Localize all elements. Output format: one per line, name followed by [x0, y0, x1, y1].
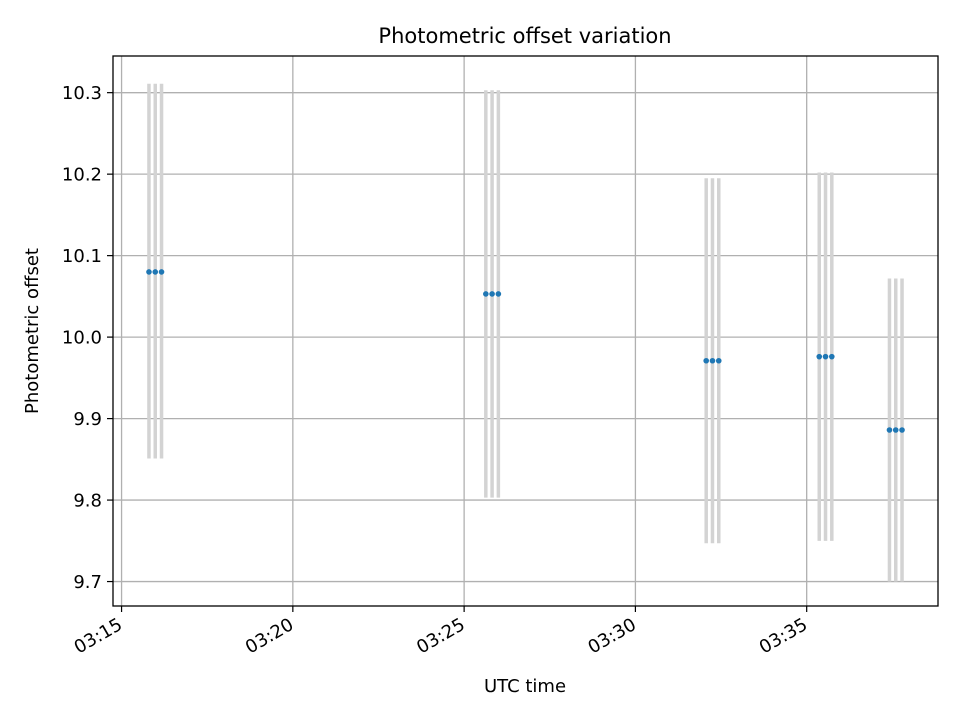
- data-point: [899, 427, 905, 433]
- y-tick-label: 10.1: [62, 246, 102, 267]
- data-point: [892, 427, 899, 433]
- x-axis-ticks: 03:15 03:20 03:25 03:30 03:35: [71, 606, 811, 658]
- data-point: [152, 269, 159, 275]
- x-tick-label: 03:15: [71, 614, 126, 658]
- data-point: [709, 357, 716, 364]
- y-axis-ticks: 9.7 9.8 9.9 10.0 10.1 10.2 10.3: [62, 83, 113, 593]
- data-point: [146, 269, 152, 275]
- y-tick-label: 9.9: [73, 409, 102, 430]
- data-point: [158, 269, 165, 275]
- x-tick-label: 03:25: [413, 614, 468, 658]
- data-point: [886, 427, 893, 433]
- data-point: [822, 353, 829, 360]
- y-tick-label: 9.8: [73, 491, 102, 512]
- chart-title: Photometric offset variation: [378, 24, 671, 48]
- x-tick-label: 03:35: [756, 614, 811, 658]
- y-tick-label: 10.0: [62, 328, 102, 349]
- plot-frame: [112, 55, 939, 607]
- x-tick-label: 03:30: [584, 614, 639, 658]
- y-tick-label: 10.2: [62, 165, 102, 186]
- data-point: [829, 353, 835, 360]
- x-axis-label: UTC time: [484, 676, 566, 697]
- data-point: [495, 291, 502, 297]
- y-tick-label: 10.3: [62, 83, 102, 104]
- x-tick-label: 03:20: [242, 614, 297, 658]
- y-tick-label: 9.7: [73, 572, 102, 593]
- grid-layer: [113, 56, 938, 606]
- y-axis-label: Photometric offset: [22, 248, 43, 414]
- data-point: [715, 357, 722, 364]
- marker-layer: [146, 269, 905, 433]
- data-point: [703, 357, 710, 364]
- data-point: [483, 291, 489, 297]
- data-point: [489, 291, 495, 297]
- data-point: [816, 353, 823, 360]
- errorbar-layer: [147, 83, 904, 582]
